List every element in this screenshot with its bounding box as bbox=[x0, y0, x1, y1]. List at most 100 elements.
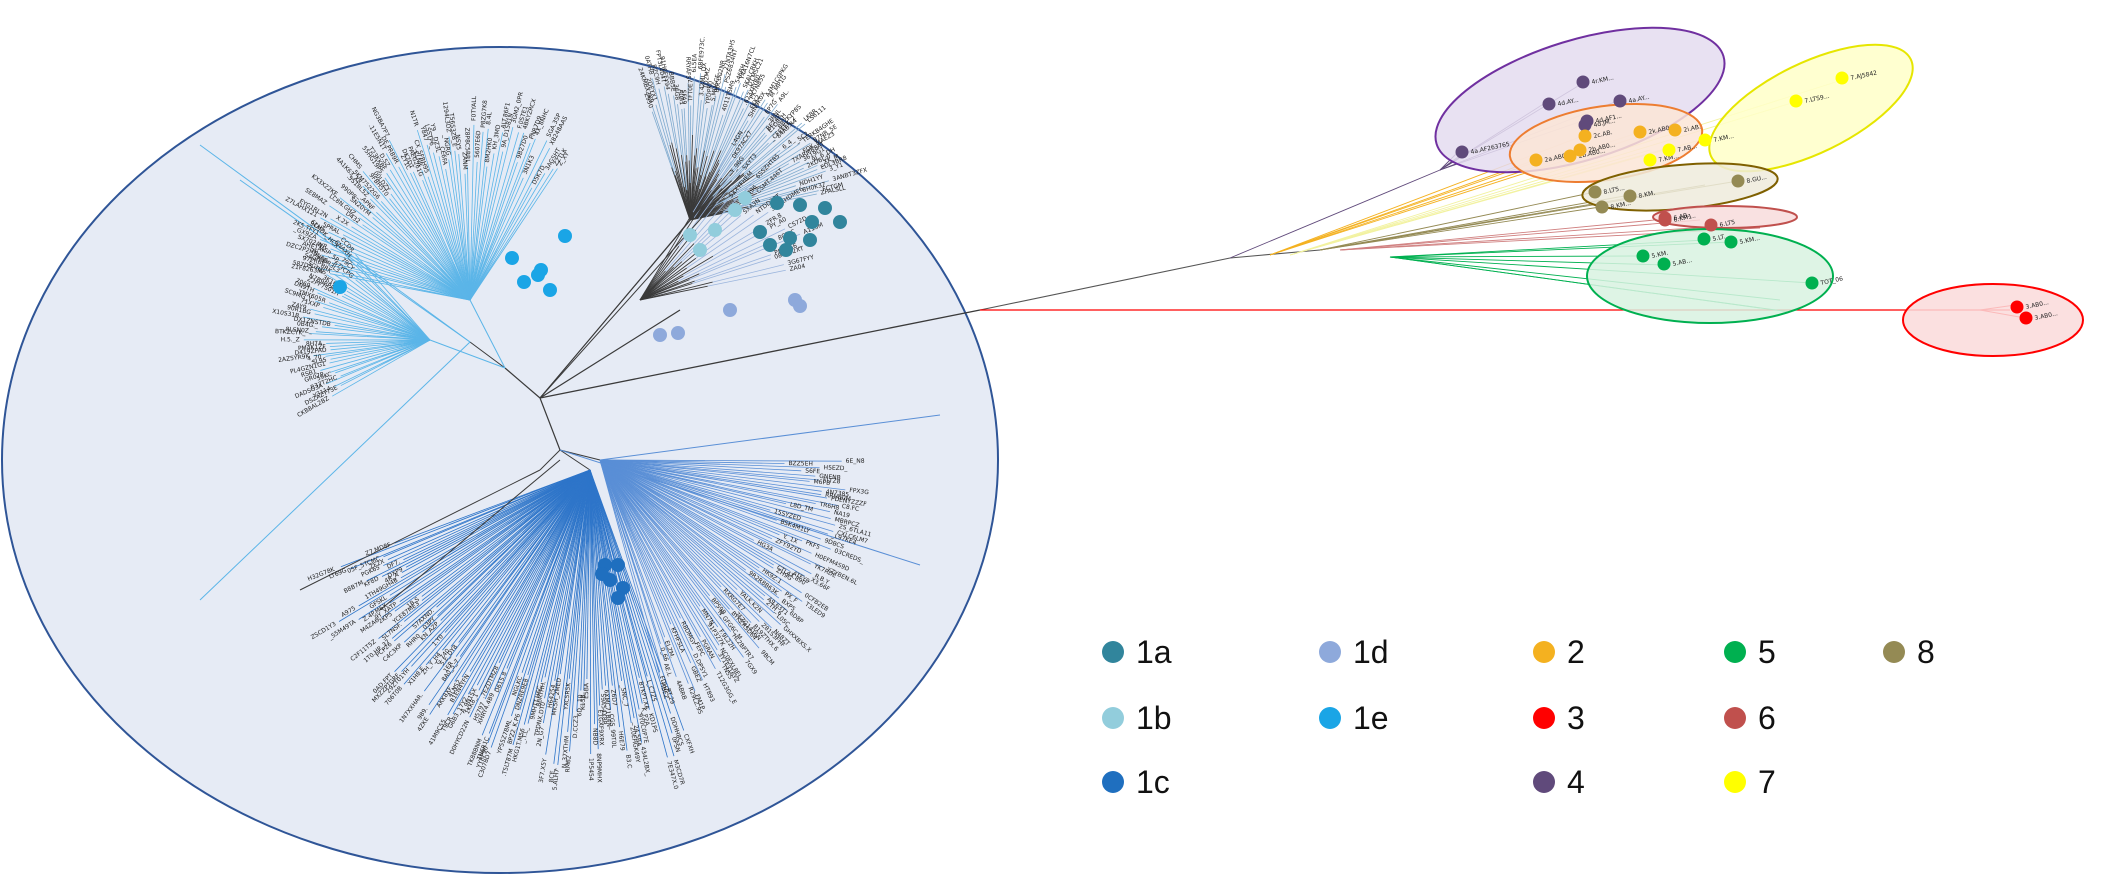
branch-line bbox=[718, 108, 744, 160]
branch-line bbox=[683, 229, 767, 277]
branch-line bbox=[743, 123, 806, 176]
branch-line bbox=[677, 104, 688, 191]
branch-line bbox=[467, 166, 470, 252]
branch-line bbox=[342, 234, 401, 265]
branch-line bbox=[643, 515, 717, 609]
branch-line bbox=[715, 497, 829, 535]
branch-line bbox=[647, 496, 780, 599]
branch-line bbox=[635, 625, 675, 757]
branch-line bbox=[719, 120, 749, 170]
branch-line bbox=[494, 132, 519, 216]
tip-label: _NGRG bbox=[441, 133, 451, 156]
branch-line bbox=[626, 514, 693, 651]
legend-label: 1a bbox=[1136, 634, 1172, 670]
legend-label: 5 bbox=[1758, 634, 1776, 670]
branch-line bbox=[753, 170, 826, 198]
tip-label: E5BA bbox=[583, 682, 590, 699]
branch-line bbox=[299, 469, 541, 591]
branch-line bbox=[583, 542, 589, 691]
tip-label: N1TR bbox=[408, 110, 419, 127]
branch-line bbox=[656, 495, 774, 569]
branch-line bbox=[322, 234, 413, 276]
branch-line bbox=[349, 498, 520, 570]
branch-line bbox=[724, 142, 811, 199]
tip-label: 59KC bbox=[316, 371, 333, 383]
tip-label: 1P5454 bbox=[587, 758, 594, 781]
branch-line bbox=[329, 349, 386, 364]
branch-line bbox=[559, 449, 921, 566]
tip-label: 6L5EA bbox=[691, 53, 699, 73]
branch-line bbox=[313, 346, 383, 357]
branch-line bbox=[607, 578, 632, 724]
tip-marker bbox=[763, 238, 777, 252]
branch-line bbox=[329, 341, 401, 348]
tip-label: FPX3G bbox=[849, 487, 870, 496]
branch-line bbox=[692, 76, 695, 135]
legend-item: 4 bbox=[1533, 764, 1585, 800]
branch-line bbox=[400, 532, 481, 579]
tip-label: _.T.L_ bbox=[520, 726, 531, 745]
branch-line bbox=[366, 522, 485, 582]
branch-line bbox=[675, 514, 782, 592]
cluster-tip-label: TOT_06 bbox=[1819, 275, 1844, 287]
tip-marker bbox=[333, 280, 347, 294]
branch-line bbox=[383, 506, 502, 558]
branch-line bbox=[383, 518, 486, 566]
tip-label: RZC9H bbox=[650, 64, 662, 86]
branch-line bbox=[678, 228, 786, 282]
branch-line bbox=[624, 565, 685, 731]
branch-line bbox=[421, 510, 536, 597]
branch-line bbox=[425, 523, 545, 666]
branch-line bbox=[483, 132, 504, 229]
branch-line bbox=[709, 91, 744, 172]
branch-line bbox=[692, 148, 732, 213]
branch-line bbox=[661, 464, 816, 477]
branch-line bbox=[469, 587, 521, 672]
branch-line bbox=[540, 562, 570, 683]
cluster-tip-label: 6.AB.. bbox=[1673, 211, 1692, 222]
branch-line bbox=[685, 499, 773, 540]
branch-line bbox=[333, 273, 375, 303]
legend-label: 6 bbox=[1758, 700, 1776, 736]
branch-line bbox=[707, 269, 786, 287]
branch-line bbox=[699, 240, 775, 275]
branch-line bbox=[355, 279, 396, 313]
branch-line bbox=[629, 506, 720, 646]
cluster-6-ellipse bbox=[1652, 205, 1798, 229]
tip-marker bbox=[723, 303, 737, 317]
branch-line bbox=[380, 201, 442, 268]
branch-line bbox=[334, 364, 379, 387]
branch-line bbox=[1319, 191, 1596, 251]
branch-line bbox=[559, 449, 591, 471]
tip-marker bbox=[833, 215, 847, 229]
branch-line bbox=[697, 471, 846, 491]
branch-line bbox=[310, 308, 381, 328]
tip-label: FCTGM bbox=[822, 182, 844, 194]
branch-line bbox=[519, 532, 573, 711]
tip-marker bbox=[611, 558, 625, 572]
branch-line bbox=[495, 168, 554, 260]
branch-line bbox=[335, 351, 397, 374]
branch-line bbox=[539, 397, 561, 451]
branch-line bbox=[722, 480, 828, 499]
branch-line bbox=[735, 153, 801, 193]
branch-line bbox=[484, 557, 551, 700]
branch-line bbox=[489, 151, 504, 212]
branch-line bbox=[518, 168, 558, 227]
branch-line bbox=[696, 105, 713, 186]
branch-line bbox=[340, 249, 399, 309]
branch-line bbox=[599, 414, 941, 461]
tip-label: C8.FC bbox=[841, 503, 860, 513]
tip-label: 5.ALH7 bbox=[552, 768, 561, 790]
branch-line bbox=[381, 530, 472, 577]
branch-line bbox=[315, 300, 378, 323]
tip-marker bbox=[611, 591, 625, 605]
branch-line bbox=[342, 295, 392, 322]
legend-item: 1a bbox=[1102, 634, 1172, 670]
branch-line bbox=[710, 522, 806, 577]
branch-line bbox=[302, 316, 390, 334]
tip-label: ZANM bbox=[461, 152, 469, 170]
branch-line bbox=[592, 545, 601, 706]
branch-line bbox=[313, 287, 388, 322]
